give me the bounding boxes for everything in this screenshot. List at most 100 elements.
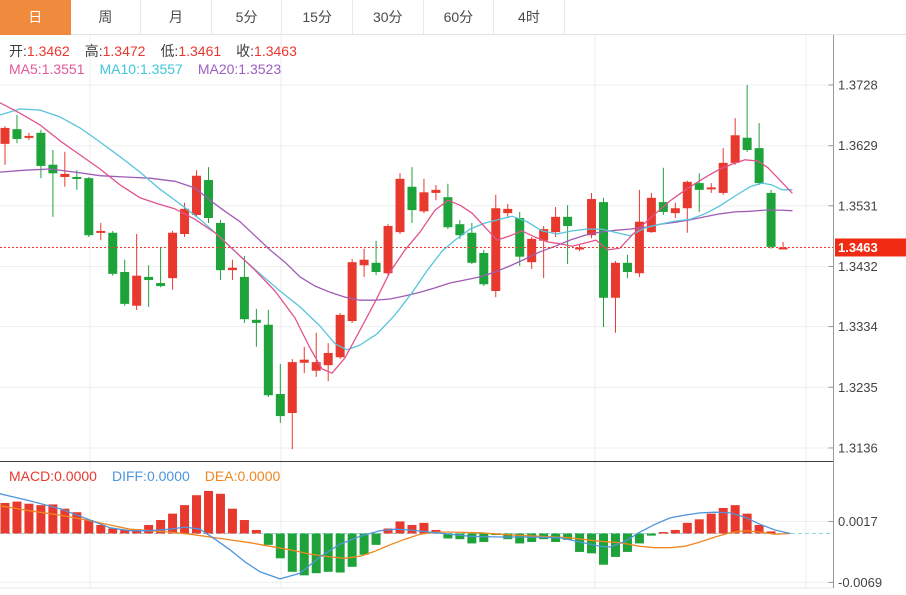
- close-value: 1.3463: [254, 43, 297, 59]
- macd-bar-up: [395, 521, 405, 534]
- macd-bar-up: [766, 531, 776, 534]
- candle-up: [24, 135, 34, 138]
- tab-60min[interactable]: 60分: [424, 0, 495, 35]
- candle-up: [395, 178, 405, 233]
- macd-bar-up: [694, 519, 704, 534]
- dea-line: [0, 505, 791, 559]
- last-price-badge: [835, 238, 906, 257]
- ohlc-row-open: 开:1.3462: [9, 43, 70, 59]
- macd-row-dea: DEA:0.0000: [205, 468, 281, 484]
- open-label: 开:: [9, 43, 27, 59]
- candle-up: [359, 259, 369, 266]
- macd-bar-down: [275, 533, 285, 559]
- candle-up: [706, 187, 716, 190]
- ma20-label: MA20:: [197, 61, 239, 77]
- macd-bar-down: [371, 533, 381, 545]
- candle-up: [551, 216, 561, 233]
- macd-bar-up: [670, 529, 680, 534]
- candle-up: [587, 199, 597, 236]
- candle-down: [599, 202, 608, 298]
- macd-bar-up: [239, 520, 249, 534]
- tab-5min[interactable]: 5分: [212, 0, 283, 35]
- macd-bar-down: [527, 533, 537, 543]
- macd-bar-down: [587, 533, 597, 554]
- macd-bar-up: [120, 529, 130, 534]
- candle-up: [132, 275, 142, 306]
- diff-value: 0.0000: [146, 468, 190, 484]
- high-label: 高:: [84, 43, 103, 59]
- candle-down: [622, 262, 632, 273]
- candle-down: [84, 178, 94, 236]
- candle-up: [299, 359, 309, 363]
- tab-day[interactable]: 日: [0, 0, 71, 35]
- candle-down: [251, 319, 261, 323]
- macd-bar-up: [72, 512, 82, 534]
- candle-down: [239, 276, 249, 320]
- macd-bar-down: [263, 533, 273, 545]
- macd-bar-up: [730, 505, 740, 534]
- candle-down: [275, 394, 285, 417]
- period-tabbar: 日周月 5分 15分 30分 60分 4时: [0, 0, 906, 35]
- macd-bar-down: [479, 533, 489, 543]
- macd-bar-down: [467, 533, 477, 544]
- ma5-label: MA5:: [9, 61, 42, 77]
- ma10-label: MA10:: [99, 61, 140, 77]
- candle-down: [12, 129, 22, 139]
- macd-bar-up: [742, 513, 752, 534]
- dea-label: DEA:: [204, 468, 238, 484]
- candle-down: [742, 137, 752, 150]
- macd-bar-down: [359, 533, 369, 555]
- tab-15min[interactable]: 15分: [282, 0, 353, 35]
- macd-bar-up: [36, 505, 46, 534]
- macd-bar-down: [311, 533, 321, 574]
- last-price-badge-value: 1.3463: [838, 240, 878, 255]
- macd-value: 0.0000: [54, 468, 97, 484]
- macd-bar-down: [455, 533, 465, 540]
- price-tick-label: 1.3531: [838, 198, 878, 213]
- macd-bar-down: [599, 533, 608, 565]
- candle-down: [120, 272, 130, 304]
- low-label: 低:: [160, 43, 179, 59]
- macd-bar-down: [503, 533, 513, 540]
- candle-up: [60, 173, 70, 177]
- candle-up: [634, 221, 644, 274]
- diff-label: DIFF:: [111, 468, 147, 484]
- candle-up: [335, 314, 345, 358]
- ohlc-row-low: 低:1.3461: [160, 43, 221, 59]
- candle-up: [682, 181, 692, 209]
- tab-4hour[interactable]: 4时: [494, 0, 565, 35]
- macd-bar-up: [215, 493, 225, 534]
- macd-row-macd: MACD:0.0000: [9, 468, 97, 484]
- macd-bar-up: [383, 528, 393, 534]
- macd-bar-up: [203, 490, 213, 534]
- candle-up: [192, 175, 202, 215]
- macd-bar-up: [144, 524, 154, 534]
- macd-bar-up: [60, 508, 70, 534]
- candle-up: [419, 192, 429, 212]
- ma10-line: [0, 108, 793, 351]
- macd-bar-up: [132, 529, 142, 534]
- candle-up: [0, 127, 10, 144]
- open-value: 1.3462: [26, 43, 70, 59]
- macd-bar-up: [718, 507, 728, 534]
- macd-row-diff: DIFF:0.0000: [112, 468, 190, 484]
- macd-label: MACD:: [9, 468, 55, 484]
- macd-bar-down: [443, 533, 453, 539]
- candle-down: [479, 252, 489, 285]
- candle-up: [287, 362, 297, 414]
- diff-line: [0, 493, 791, 580]
- candle-down: [443, 197, 453, 228]
- macd-bar-down: [575, 533, 585, 552]
- tab-30min[interactable]: 30分: [353, 0, 424, 35]
- macd-bar-down: [622, 533, 632, 552]
- close-label: 收:: [236, 43, 255, 59]
- ohlc-row-high: 高:1.3472: [85, 43, 146, 59]
- ma20-line: [0, 168, 793, 301]
- candle-up: [539, 229, 549, 241]
- candle-up: [180, 208, 190, 234]
- tab-month[interactable]: 月: [141, 0, 212, 35]
- macd-bar-up: [96, 524, 106, 534]
- ma-row-ma10: MA10:1.3557: [100, 61, 183, 77]
- tab-week[interactable]: 周: [71, 0, 142, 35]
